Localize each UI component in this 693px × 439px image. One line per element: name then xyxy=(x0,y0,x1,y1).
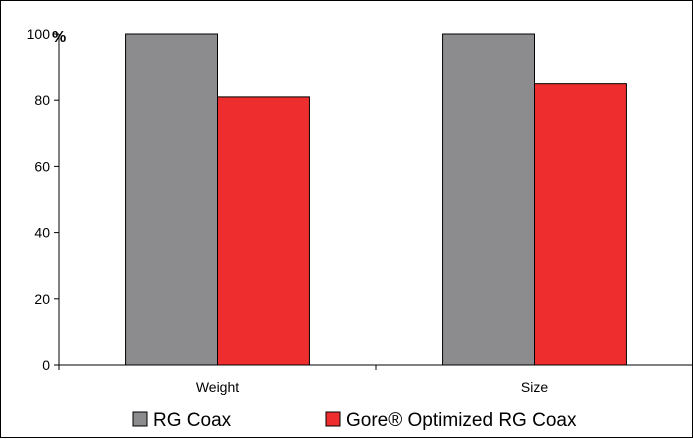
bar-weight-series-2 xyxy=(217,96,310,366)
legend-label-2: Gore® Optimized RG Coax xyxy=(346,410,577,431)
y-tick-label: 80 xyxy=(34,92,50,108)
y-tick-label: 0 xyxy=(42,357,50,373)
bar-weight-series-1 xyxy=(125,33,218,366)
y-tick-label: 100 xyxy=(27,26,51,42)
x-category-label: Size xyxy=(521,379,548,395)
x-category-label: Weight xyxy=(196,379,239,395)
bars xyxy=(125,33,627,366)
y-unit-label: % xyxy=(52,29,66,46)
bar-size-series-1 xyxy=(442,33,536,366)
bar-size-series-2 xyxy=(534,83,627,366)
legend-swatch-1 xyxy=(132,411,148,427)
y-tick-label: 60 xyxy=(34,158,50,174)
y-tick-label: 20 xyxy=(34,291,50,307)
x-labels: Weight Size xyxy=(196,379,548,395)
y-tick-label: 40 xyxy=(34,225,50,241)
legend-label-1: RG Coax xyxy=(153,410,232,431)
x-ticks xyxy=(58,365,693,370)
legend: RG Coax Gore® Optimized RG Coax xyxy=(132,410,577,431)
y-ticks: 0 20 40 60 80 100 xyxy=(27,26,59,373)
legend-swatch-2 xyxy=(325,411,341,427)
